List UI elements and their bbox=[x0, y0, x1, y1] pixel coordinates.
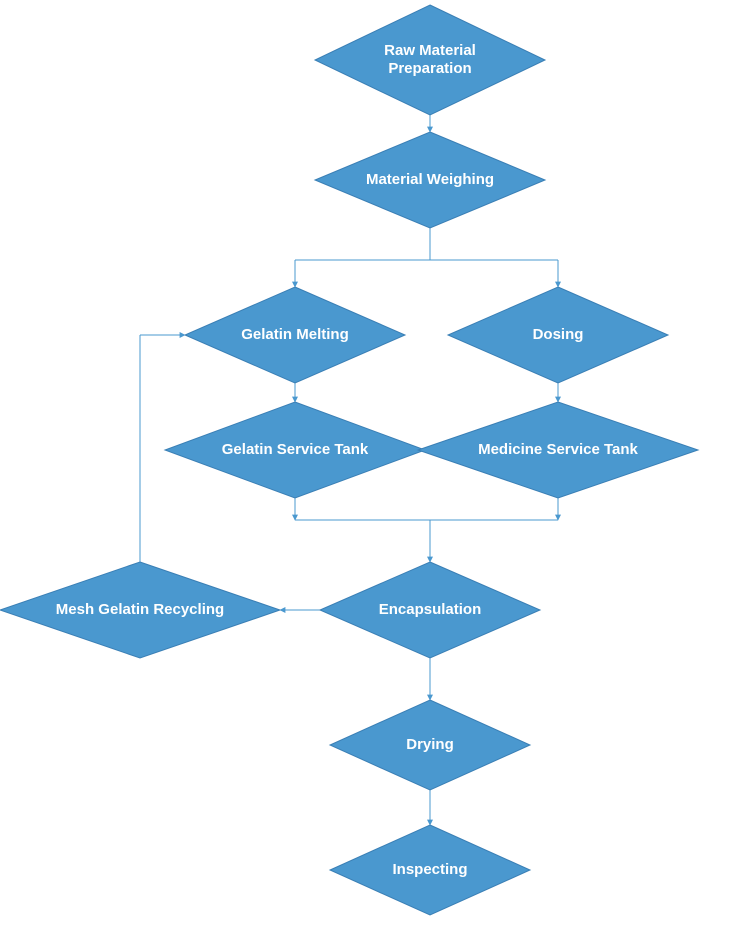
label-gelmelt: Gelatin Melting bbox=[241, 326, 349, 343]
label-inspect: Inspecting bbox=[392, 861, 467, 878]
label-weigh: Material Weighing bbox=[366, 171, 494, 188]
flowchart: Raw MaterialPreparation Material Weighing… bbox=[0, 0, 750, 926]
label-dosing: Dosing bbox=[533, 326, 584, 343]
label-recycle: Mesh Gelatin Recycling bbox=[56, 601, 224, 618]
label-encap: Encapsulation bbox=[379, 601, 482, 618]
label-geltank: Gelatin Service Tank bbox=[222, 441, 369, 458]
label-medtank: Medicine Service Tank bbox=[478, 441, 638, 458]
label-raw: Raw MaterialPreparation bbox=[384, 42, 476, 77]
label-drying: Drying bbox=[406, 736, 454, 753]
